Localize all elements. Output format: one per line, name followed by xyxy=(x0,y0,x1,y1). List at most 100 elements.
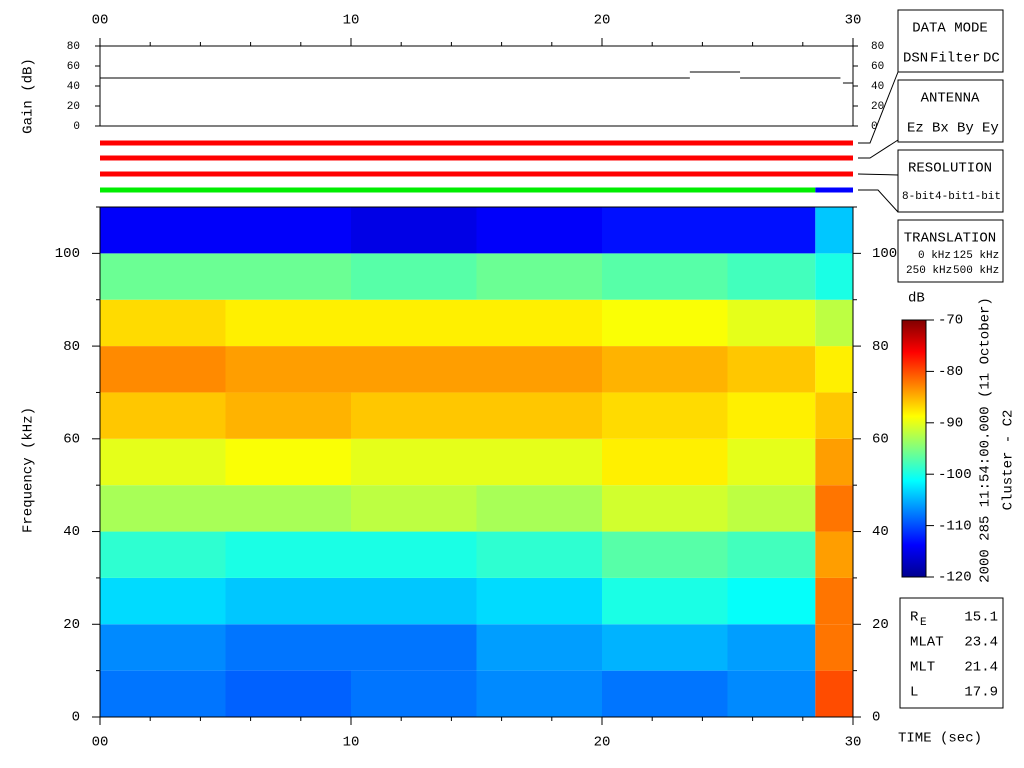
heat-cell xyxy=(225,253,351,300)
info-label: L xyxy=(910,685,918,701)
panel-box xyxy=(897,149,1004,213)
heat-cell xyxy=(100,392,226,439)
x-tick-label: 20 xyxy=(594,13,611,29)
heat-cell xyxy=(225,485,351,532)
info-box xyxy=(899,597,1004,709)
heat-cell xyxy=(351,577,477,625)
mode-bar xyxy=(100,171,853,177)
heat-cell xyxy=(602,253,728,300)
heat-cell xyxy=(727,207,816,254)
heat-cell xyxy=(476,485,602,532)
heat-cell xyxy=(815,670,853,717)
connector xyxy=(858,189,899,213)
heat-cell xyxy=(602,392,728,439)
y-tick-label: 0 xyxy=(73,121,80,133)
legend-item: 500 kHz xyxy=(953,265,999,277)
colorbar-tick-label: -70 xyxy=(938,313,963,329)
info-label: R xyxy=(910,610,919,626)
timestamp: 2000 285 11:54:00.000 (11 October) xyxy=(978,297,994,583)
heat-cell xyxy=(727,346,816,393)
x-tick-label: 30 xyxy=(845,735,862,751)
heat-cell xyxy=(815,438,853,486)
heat-cell xyxy=(602,207,728,254)
heat-cell xyxy=(225,531,351,578)
heat-cell xyxy=(815,299,853,347)
x-tick-label: 10 xyxy=(343,735,360,751)
heat-cell xyxy=(225,624,351,671)
legend-item: By xyxy=(957,121,974,137)
heat-cell xyxy=(225,299,351,347)
heat-cell xyxy=(351,299,477,347)
heat-cell xyxy=(100,253,226,300)
x-tick-label: 10 xyxy=(343,13,360,29)
x-tick-label: 00 xyxy=(92,735,109,751)
y-axis-title: Gain (dB) xyxy=(21,58,37,134)
heat-cell xyxy=(351,670,477,717)
mode-bar xyxy=(100,140,853,146)
heat-cell xyxy=(100,299,226,347)
y-tick-label: 80 xyxy=(872,339,889,355)
heat-cell xyxy=(476,207,602,254)
panel-title: TRANSLATION xyxy=(904,231,996,247)
heat-cell xyxy=(476,253,602,300)
y-tick-label: 100 xyxy=(872,246,897,262)
y-tick-label: 60 xyxy=(872,432,889,448)
heat-cell xyxy=(727,485,816,532)
panel-box xyxy=(897,9,1004,73)
heat-cell xyxy=(351,207,477,254)
legend-item: Bx xyxy=(932,121,949,137)
info-value: 17.9 xyxy=(964,685,998,701)
mode-bar xyxy=(100,155,853,161)
heat-cell xyxy=(351,624,477,671)
heat-cell xyxy=(815,392,853,439)
legend-item: 0 kHz xyxy=(918,250,951,262)
heat-cell xyxy=(100,531,226,578)
legend-item: DC xyxy=(983,51,1000,67)
y-axis-title: Frequency (kHz) xyxy=(21,407,37,533)
colorbar-tick-label: -100 xyxy=(938,467,972,483)
colorbar-tick-label: -110 xyxy=(938,518,972,534)
heat-cell xyxy=(476,438,602,486)
info-label: MLT xyxy=(910,660,935,676)
y-tick-label: 80 xyxy=(67,41,80,53)
heat-cell xyxy=(727,577,816,625)
gain-line xyxy=(100,71,853,84)
heat-cell xyxy=(602,531,728,578)
heat-cell xyxy=(602,438,728,486)
heat-cell xyxy=(351,531,477,578)
y-tick-label: 20 xyxy=(871,101,884,113)
plot-frame xyxy=(99,45,854,127)
heat-cell xyxy=(351,438,477,486)
y-tick-label: 40 xyxy=(872,524,889,540)
connector xyxy=(858,71,899,144)
heat-cell xyxy=(602,670,728,717)
legend-item: Ez xyxy=(907,121,924,137)
y-tick-label: 40 xyxy=(63,524,80,540)
legend-item: 125 kHz xyxy=(953,250,999,262)
heat-cell xyxy=(815,346,853,393)
y-tick-label: 0 xyxy=(871,121,878,133)
heat-cell xyxy=(100,438,226,486)
legend-item: Ey xyxy=(982,121,999,137)
heat-cell xyxy=(815,485,853,532)
info-value: 21.4 xyxy=(964,660,998,676)
heat-cell xyxy=(225,670,351,717)
spacecraft: Cluster - C2 xyxy=(1001,410,1017,511)
colorbar-title: dB xyxy=(908,291,925,307)
y-tick-label: 20 xyxy=(872,617,889,633)
y-tick-label: 60 xyxy=(67,61,80,73)
heat-cell xyxy=(351,392,477,439)
heat-cell xyxy=(602,577,728,625)
heat-cell xyxy=(727,438,816,486)
heat-cell xyxy=(602,346,728,393)
heat-cell xyxy=(602,485,728,532)
heat-cell xyxy=(727,670,816,717)
y-tick-label: 60 xyxy=(871,61,884,73)
info-sub: E xyxy=(920,617,927,629)
heat-cell xyxy=(225,438,351,486)
x-tick-label: 30 xyxy=(845,13,862,29)
heat-cell xyxy=(225,346,351,393)
heat-cell xyxy=(100,670,226,717)
